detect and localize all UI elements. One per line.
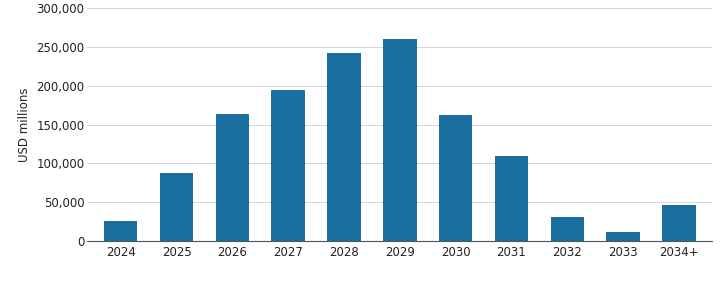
Bar <box>104 221 137 241</box>
Y-axis label: USD millions: USD millions <box>17 87 31 162</box>
Bar <box>383 39 417 241</box>
Bar <box>495 156 529 241</box>
Bar <box>439 115 473 241</box>
Bar <box>271 90 305 241</box>
Bar <box>662 205 696 241</box>
Bar <box>327 53 361 241</box>
Bar <box>550 217 584 241</box>
Bar <box>160 173 193 241</box>
Bar <box>606 232 640 241</box>
Bar <box>216 114 249 241</box>
